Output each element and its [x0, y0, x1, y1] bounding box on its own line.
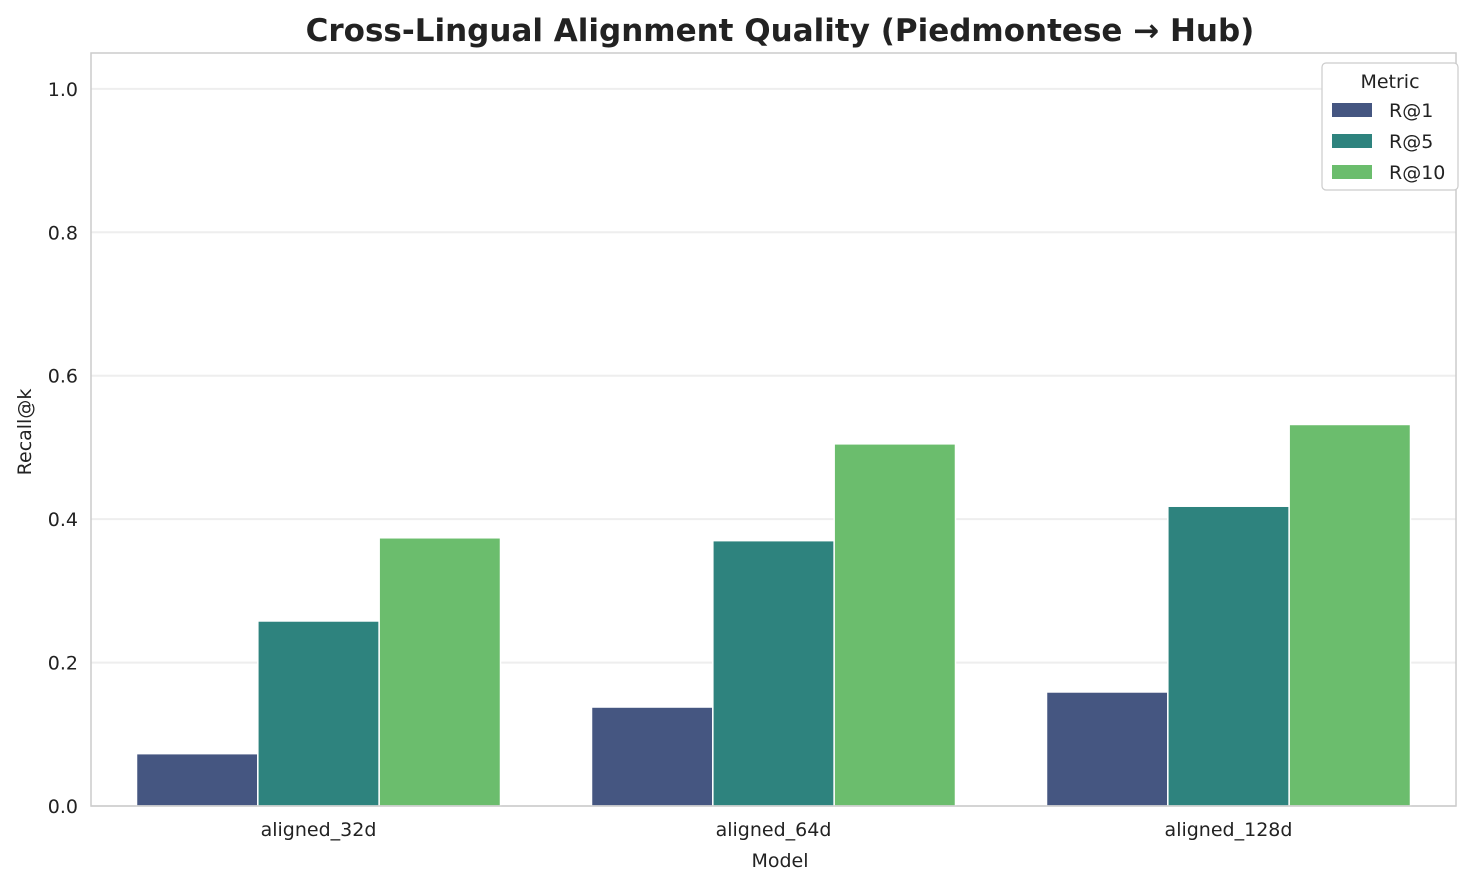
y-tick-label: 1.0 — [48, 79, 78, 101]
y-tick-label: 0.2 — [48, 653, 78, 675]
bar-R@10-aligned_128d — [1288, 423, 1412, 807]
plot-frame — [90, 52, 1457, 807]
legend: Metric R@1 R@5 R@10 — [1321, 62, 1459, 191]
x-tick-label: aligned_32d — [261, 819, 377, 841]
x-tick-label: aligned_64d — [716, 819, 832, 841]
y-tick-label: 0.4 — [48, 509, 78, 531]
legend-label: R@1 — [1389, 100, 1433, 122]
y-tick-label: 0.8 — [48, 222, 78, 244]
legend-label: R@10 — [1389, 162, 1445, 184]
legend-title: Metric — [1360, 71, 1419, 93]
y-axis-label: Recall@k — [14, 389, 36, 476]
chart-title: Cross-Lingual Alignment Quality (Piedmon… — [306, 13, 1255, 49]
y-tick-label: 0.6 — [48, 366, 78, 388]
bar-R@1-aligned_64d — [590, 706, 714, 807]
bar-R@1-aligned_32d — [135, 752, 259, 807]
legend-swatch — [1332, 134, 1372, 148]
bar-R@10-aligned_32d — [378, 537, 502, 807]
bar-R@5-aligned_64d — [712, 539, 835, 807]
legend-label: R@5 — [1389, 131, 1433, 153]
legend-swatch — [1332, 165, 1372, 179]
bar-R@5-aligned_32d — [257, 620, 380, 807]
y-tick-label: 0.0 — [48, 796, 78, 818]
bar-R@1-aligned_128d — [1045, 691, 1169, 807]
x-axis-label: Model — [751, 850, 808, 872]
x-tick-label: aligned_128d — [1165, 819, 1293, 841]
bar-R@10-aligned_64d — [833, 443, 957, 807]
bar-R@5-aligned_128d — [1167, 505, 1290, 807]
legend-frame — [1321, 62, 1459, 191]
legend-swatch — [1332, 103, 1372, 117]
